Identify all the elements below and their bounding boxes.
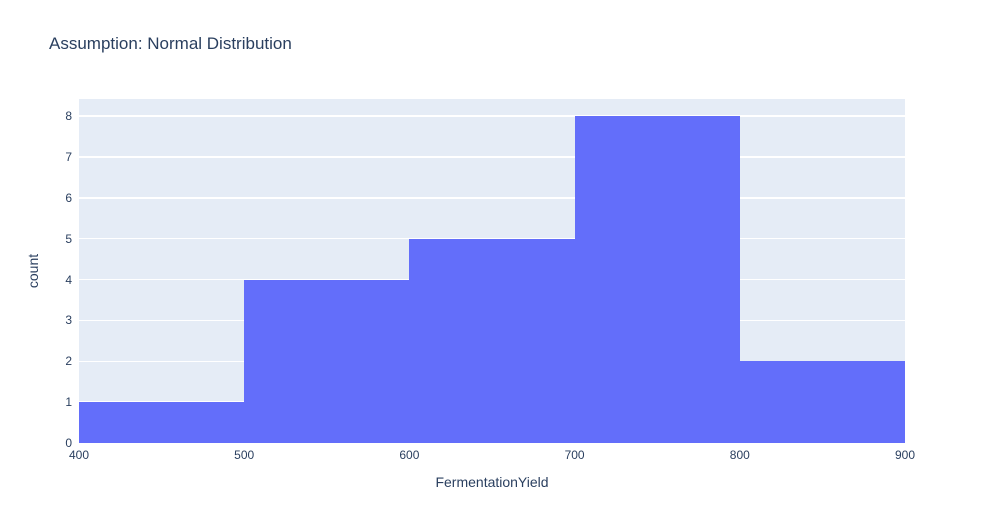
histogram-bar[interactable]: [739, 361, 905, 443]
y-tick-label: 4: [65, 272, 72, 287]
plot-area[interactable]: [79, 99, 905, 444]
y-tick-label: 8: [65, 109, 72, 124]
y-tick-label: 2: [65, 354, 72, 369]
x-tick-label: 700: [564, 448, 585, 462]
histogram-bar[interactable]: [244, 279, 410, 443]
histogram-bar[interactable]: [79, 402, 245, 443]
x-axis-title: FermentationYield: [435, 474, 549, 490]
y-gridline: [79, 197, 905, 199]
y-tick-label: 5: [65, 231, 72, 246]
x-tick-label: 600: [399, 448, 420, 462]
x-tick-label: 500: [234, 448, 255, 462]
y-gridline: [79, 237, 905, 240]
y-gridline: [79, 442, 905, 444]
y-tick-label: 3: [65, 313, 72, 328]
x-tick-label: 400: [68, 448, 90, 462]
chart-title: Assumption: Normal Distribution: [49, 34, 292, 53]
y-axis-title: count: [25, 253, 41, 289]
y-tick-label: 6: [65, 190, 72, 205]
y-tick-label: 1: [65, 395, 72, 410]
y-gridline: [79, 115, 905, 117]
y-tick-label: 0: [65, 436, 72, 450]
x-tick-label: 800: [729, 448, 750, 462]
y-gridline: [79, 156, 905, 158]
x-tick-label: 900: [894, 448, 916, 462]
y-tick-label: 7: [65, 150, 72, 164]
histogram-bar[interactable]: [574, 116, 740, 443]
histogram-bar[interactable]: [409, 238, 575, 443]
